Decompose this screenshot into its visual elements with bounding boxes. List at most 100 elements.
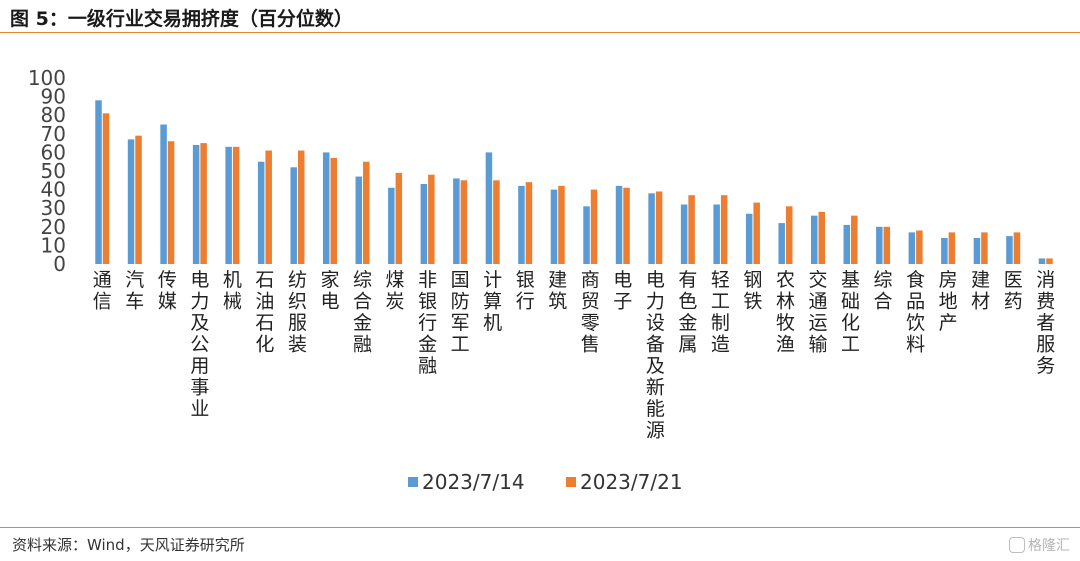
x-category-label: 建筑	[548, 269, 567, 313]
bar-series-1	[453, 178, 460, 264]
bar-series-2	[883, 226, 891, 264]
bar-series-1	[876, 226, 883, 264]
bar-series-2	[232, 146, 240, 264]
bar-series-1	[257, 161, 265, 264]
y-tick-label: 20	[41, 215, 66, 239]
x-category-label: 计算机	[483, 269, 502, 334]
x-category-label: 纺织服装	[288, 269, 307, 356]
y-tick-label: 100	[28, 66, 66, 90]
bar-series-2	[1046, 258, 1053, 264]
legend: 2023/7/14 2023/7/21	[408, 470, 683, 494]
y-tick-label: 50	[41, 159, 66, 183]
x-category-label: 电子	[613, 269, 632, 313]
bar-series-2	[265, 150, 272, 264]
x-category-label: 银行	[516, 269, 535, 313]
bar-series-2	[916, 230, 923, 264]
x-category-label: 基础化工	[841, 269, 860, 356]
bar-series-2	[428, 174, 435, 264]
bar-series-2	[1013, 232, 1021, 264]
bar-series	[95, 100, 1053, 264]
bar-series-1	[290, 167, 297, 264]
bar-series-2	[525, 182, 533, 264]
x-category-label: 综合金融	[353, 269, 372, 356]
y-tick-label: 60	[41, 140, 66, 164]
bar-series-1	[811, 215, 818, 264]
bar-series-2	[720, 195, 728, 264]
legend-swatch	[408, 477, 418, 487]
bar-series-2	[297, 150, 305, 264]
bar-series-2	[655, 191, 663, 264]
y-tick-label: 10	[41, 233, 66, 257]
x-category-label: 综合	[874, 269, 893, 313]
x-category-label: 有色金属	[678, 269, 697, 356]
bar-series-1	[225, 146, 232, 264]
bottom-divider	[0, 527, 1080, 528]
bar-series-1	[778, 223, 785, 264]
bar-series-1	[615, 185, 623, 264]
bar-series-2	[363, 161, 370, 264]
x-category-label: 传媒	[158, 269, 177, 313]
bar-series-2	[460, 180, 468, 264]
bar-series-1	[1006, 236, 1013, 264]
x-category-label: 通信	[93, 269, 112, 313]
bar-series-1	[941, 237, 948, 264]
bar-series-1	[648, 193, 655, 264]
x-category-label: 国防军工	[451, 269, 470, 356]
x-category-label: 农林牧渔	[776, 269, 795, 356]
watermark: 格隆汇	[1009, 535, 1070, 555]
x-category-label: 商贸零售	[581, 269, 600, 356]
x-category-label: 轻工制造	[711, 269, 730, 356]
x-category-label: 电力设备及新能源	[646, 269, 665, 442]
bar-series-1	[908, 232, 916, 264]
x-axis: 通信汽车传媒电力及公用事业机械石油石化纺织服装家电综合金融煤炭非银行金融国防军工…	[93, 269, 1055, 442]
bar-series-1	[550, 189, 558, 264]
bar-series-1	[518, 185, 525, 264]
bar-series-2	[785, 206, 793, 264]
x-category-label: 房地产	[939, 269, 958, 334]
bar-series-2	[330, 157, 337, 264]
y-tick-label: 40	[41, 178, 66, 202]
y-tick-label: 90	[41, 85, 66, 109]
source-note: 资料来源：Wind，天风证券研究所	[12, 536, 245, 554]
bar-series-2	[135, 135, 142, 264]
bar-series-2	[948, 232, 956, 264]
bar-series-1	[420, 184, 428, 264]
bar-series-2	[493, 180, 500, 264]
bar-series-1	[388, 187, 395, 264]
bar-series-1	[95, 100, 102, 264]
bar-series-2	[851, 215, 858, 264]
x-category-label: 钢铁	[743, 269, 762, 313]
bar-series-2	[753, 202, 760, 264]
bar-series-2	[623, 187, 630, 264]
watermark-text: 格隆汇	[1028, 538, 1070, 554]
legend-label: 2023/7/14	[422, 470, 525, 494]
x-category-label: 电力及公用事业	[190, 269, 209, 420]
x-category-label: 煤炭	[386, 269, 405, 313]
bar-series-1	[160, 124, 167, 264]
bar-series-1	[583, 206, 590, 264]
bar-series-2	[590, 189, 598, 264]
x-category-label: 石油石化	[255, 269, 274, 356]
x-category-label: 医药	[1004, 269, 1023, 313]
x-category-label: 食品饮料	[906, 269, 925, 356]
bar-series-1	[485, 152, 493, 264]
y-tick-label: 30	[41, 196, 66, 220]
top-divider	[0, 32, 1080, 33]
y-tick-label: 80	[41, 103, 66, 127]
bar-series-1	[745, 213, 753, 264]
bar-series-1	[127, 139, 135, 264]
bar-series-1	[973, 237, 981, 264]
bar-series-1	[680, 204, 688, 264]
y-tick-label: 0	[53, 252, 66, 276]
bar-series-1	[843, 224, 851, 264]
legend-label: 2023/7/21	[580, 470, 683, 494]
chart-title: 图 5：一级行业交易拥挤度（百分位数）	[10, 8, 353, 30]
x-category-label: 建材	[971, 269, 990, 313]
watermark-logo-icon	[1009, 537, 1025, 553]
bar-series-1	[192, 144, 200, 264]
x-category-label: 交通运输	[808, 269, 827, 356]
bar-series-2	[688, 195, 695, 264]
x-category-label: 机械	[223, 269, 242, 313]
x-category-label: 家电	[320, 269, 339, 313]
